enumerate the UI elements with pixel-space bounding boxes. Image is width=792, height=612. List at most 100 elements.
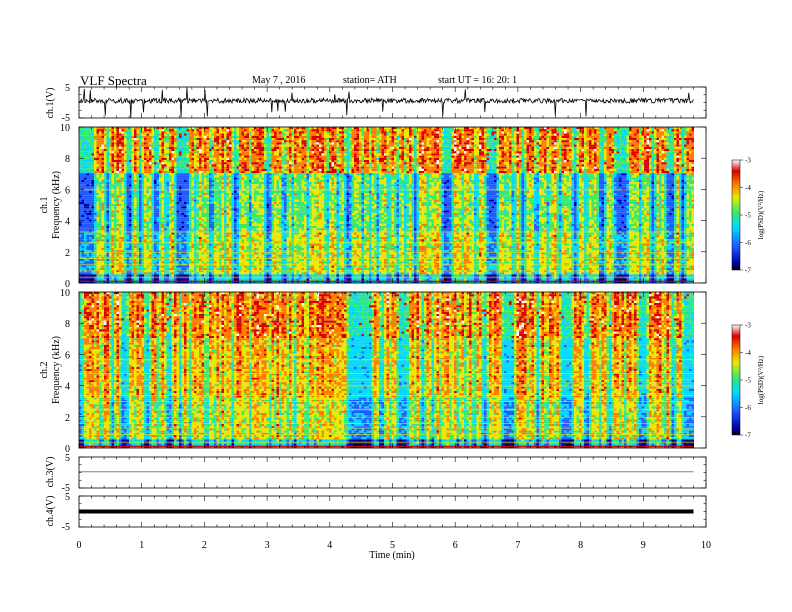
spectrogram-cell bbox=[159, 217, 162, 219]
spectrogram-cell bbox=[129, 222, 132, 224]
spectrogram-cell bbox=[139, 182, 142, 184]
spectrogram-cell bbox=[99, 228, 102, 230]
spectrogram-cell bbox=[84, 222, 87, 224]
spectrogram-cell bbox=[114, 215, 117, 217]
spectrogram-cell bbox=[124, 153, 127, 155]
spectrogram-cell bbox=[204, 140, 207, 142]
spectrogram-cell bbox=[202, 153, 205, 155]
spectrogram-cell bbox=[112, 180, 115, 182]
spectrogram-cell bbox=[172, 149, 175, 151]
spectrogram-cell bbox=[144, 158, 147, 160]
spectrogram-cell bbox=[202, 215, 205, 217]
spectrogram-cell bbox=[117, 246, 120, 248]
spectrogram-cell bbox=[97, 147, 100, 149]
spectrogram-cell bbox=[157, 226, 160, 228]
spectrogram-cell bbox=[114, 252, 117, 254]
spectrogram-cell bbox=[119, 266, 122, 268]
spectrogram-cell bbox=[142, 160, 145, 162]
spectrogram-cell bbox=[102, 233, 105, 235]
spectrogram-cell bbox=[119, 151, 122, 153]
spectrogram-cell bbox=[149, 178, 152, 180]
spectrogram-cell bbox=[144, 200, 147, 202]
spectrogram-cell bbox=[202, 145, 205, 147]
spectrogram-cell bbox=[197, 193, 200, 195]
spectrogram-cell bbox=[104, 226, 107, 228]
spectrogram-cell bbox=[107, 140, 110, 142]
spectrogram-cell bbox=[177, 233, 180, 235]
spectrogram-cell bbox=[194, 219, 197, 221]
spectrogram-cell bbox=[112, 246, 115, 248]
spectrogram-cell bbox=[184, 211, 187, 213]
spectrogram-cell bbox=[132, 246, 135, 248]
spectrogram-cell bbox=[184, 145, 187, 147]
spectrogram-cell bbox=[99, 180, 102, 182]
spectrogram-cell bbox=[174, 142, 177, 144]
spectrogram-cell bbox=[172, 228, 175, 230]
spectrogram-cell bbox=[182, 156, 185, 158]
spectrogram-cell bbox=[139, 259, 142, 261]
spectrogram-cell bbox=[99, 134, 102, 136]
spectrogram-cell bbox=[202, 246, 205, 248]
spectrogram-cell bbox=[92, 151, 95, 153]
spectrogram-cell bbox=[164, 136, 167, 138]
spectrogram-cell bbox=[94, 193, 97, 195]
spectrogram-cell bbox=[104, 222, 107, 224]
spectrogram-cell bbox=[114, 145, 117, 147]
spectrogram-cell bbox=[199, 178, 202, 180]
spectrogram-cell bbox=[194, 182, 197, 184]
spectrogram-cell bbox=[84, 266, 87, 268]
spectrogram-cell bbox=[157, 215, 160, 217]
spectrogram-cell bbox=[192, 274, 195, 276]
spectrogram-cell bbox=[94, 129, 97, 131]
spectrogram-cell bbox=[154, 140, 157, 142]
spectrogram-cell bbox=[139, 252, 142, 254]
spectrogram-cell bbox=[189, 160, 192, 162]
spectrogram-cell bbox=[117, 169, 120, 171]
spectrogram-cell bbox=[169, 200, 172, 202]
spectrogram-cell bbox=[114, 248, 117, 250]
spectrogram-cell bbox=[149, 138, 152, 140]
spectrogram-cell bbox=[169, 228, 172, 230]
spectrogram-cell bbox=[109, 195, 112, 197]
spectrogram-cell bbox=[197, 197, 200, 199]
spectrogram-cell bbox=[159, 248, 162, 250]
spectrogram-cell bbox=[199, 233, 202, 235]
spectrogram-cell bbox=[92, 138, 95, 140]
spectrogram-cell bbox=[167, 252, 170, 254]
spectrogram-cell bbox=[94, 131, 97, 133]
spectrogram-cell bbox=[142, 219, 145, 221]
spectrogram-cell bbox=[194, 162, 197, 164]
spectrogram-cell bbox=[99, 239, 102, 241]
spectrogram-cell bbox=[109, 224, 112, 226]
spectrogram-cell bbox=[177, 156, 180, 158]
spectrogram-cell bbox=[127, 197, 130, 199]
spectrogram-cell bbox=[137, 255, 140, 257]
spectrogram-cell bbox=[107, 261, 110, 263]
spectrogram-cell bbox=[89, 156, 92, 158]
spectrogram-cell bbox=[114, 160, 117, 162]
spectrogram-cell bbox=[164, 208, 167, 210]
spectrogram-cell bbox=[139, 156, 142, 158]
spectrogram-cell bbox=[127, 160, 130, 162]
spectrogram-cell bbox=[112, 272, 115, 274]
spectrogram-cell bbox=[154, 272, 157, 274]
spectrogram-cell bbox=[97, 213, 100, 215]
spectrogram-cell bbox=[169, 215, 172, 217]
spectrogram-cell bbox=[119, 224, 122, 226]
spectrogram-cell bbox=[134, 138, 137, 140]
spectrogram-cell bbox=[139, 211, 142, 213]
spectrogram-cell bbox=[187, 204, 190, 206]
spectrogram-cell bbox=[107, 145, 110, 147]
spectrogram-cell bbox=[197, 191, 200, 193]
spectrogram-cell bbox=[84, 268, 87, 270]
spectrogram-cell bbox=[157, 142, 160, 144]
spectrogram-cell bbox=[177, 186, 180, 188]
spectrogram-cell bbox=[184, 197, 187, 199]
spectrogram-cell bbox=[134, 206, 137, 208]
spectrogram-cell bbox=[189, 149, 192, 151]
spectrogram-cell bbox=[179, 252, 182, 254]
spectrogram-cell bbox=[102, 158, 105, 160]
spectrogram-cell bbox=[152, 145, 155, 147]
spectrogram-cell bbox=[192, 246, 195, 248]
spectrogram-cell bbox=[144, 208, 147, 210]
